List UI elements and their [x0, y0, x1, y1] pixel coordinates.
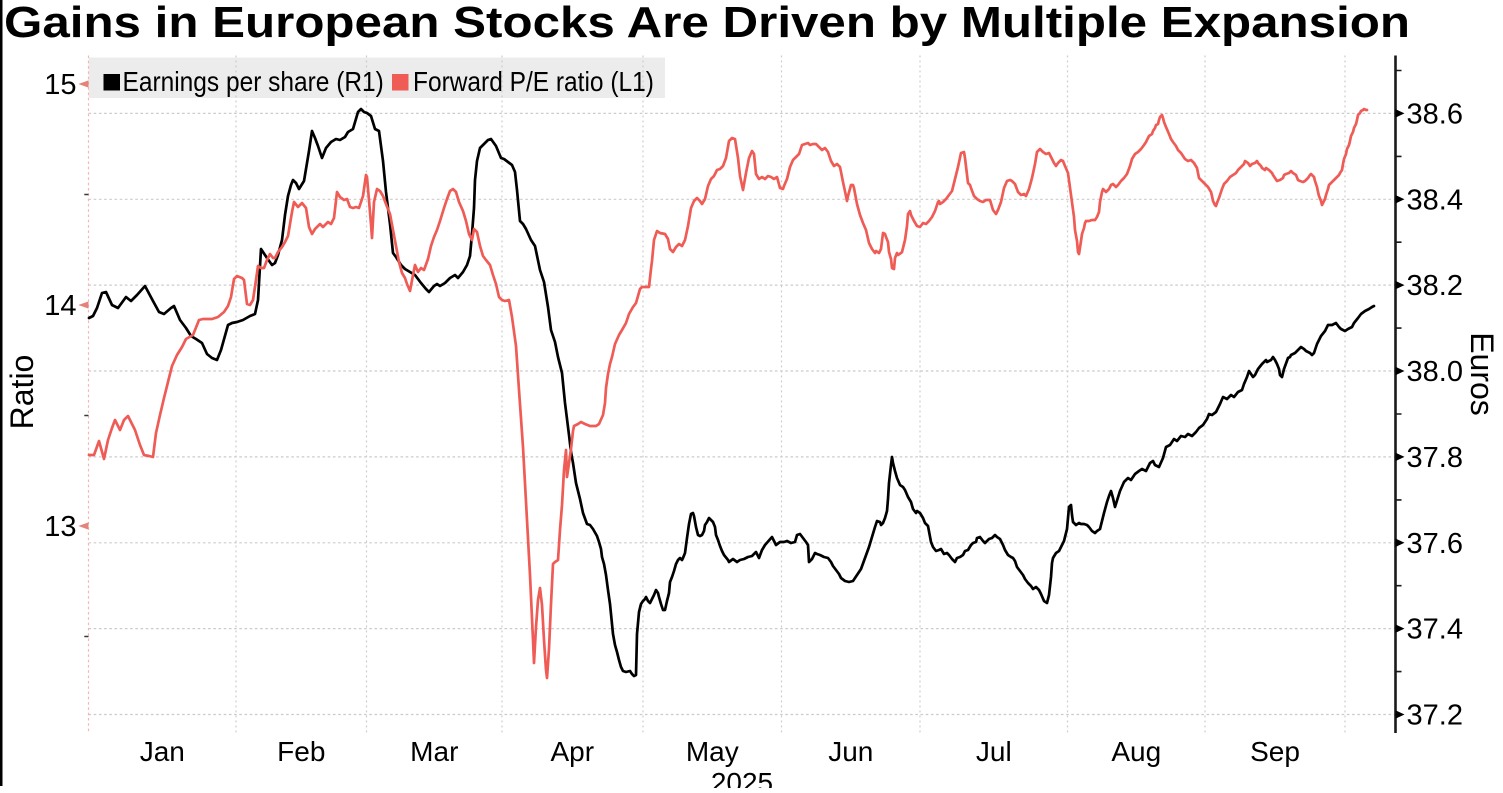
svg-text:Jan: Jan [140, 736, 185, 767]
svg-text:May: May [686, 736, 739, 767]
svg-text:2025: 2025 [711, 767, 773, 788]
svg-text:Earnings per share (R1): Earnings per share (R1) [123, 65, 384, 97]
svg-text:Aug: Aug [1111, 736, 1161, 767]
svg-text:Jun: Jun [828, 736, 873, 767]
svg-text:Ratio: Ratio [4, 355, 40, 430]
svg-text:Sep: Sep [1250, 736, 1300, 767]
svg-text:37.8: 37.8 [1407, 442, 1463, 474]
svg-text:37.4: 37.4 [1407, 614, 1463, 646]
svg-text:Mar: Mar [410, 736, 458, 767]
svg-text:38.4: 38.4 [1407, 184, 1463, 216]
svg-text:38.0: 38.0 [1407, 356, 1463, 388]
svg-text:Euros: Euros [1464, 332, 1500, 416]
svg-text:Jul: Jul [976, 736, 1012, 767]
svg-text:Apr: Apr [551, 736, 595, 767]
svg-text:38.6: 38.6 [1407, 98, 1463, 130]
svg-text:15: 15 [44, 69, 76, 101]
svg-text:37.2: 37.2 [1407, 700, 1463, 732]
svg-text:14: 14 [44, 290, 76, 322]
svg-text:Gains in European Stocks Are D: Gains in European Stocks Are Driven by M… [4, 0, 1410, 47]
svg-text:37.6: 37.6 [1407, 528, 1463, 560]
svg-text:Forward P/E ratio (L1): Forward P/E ratio (L1) [413, 65, 654, 97]
svg-text:38.2: 38.2 [1407, 270, 1463, 302]
svg-text:Feb: Feb [277, 736, 325, 767]
svg-text:13: 13 [44, 511, 76, 543]
